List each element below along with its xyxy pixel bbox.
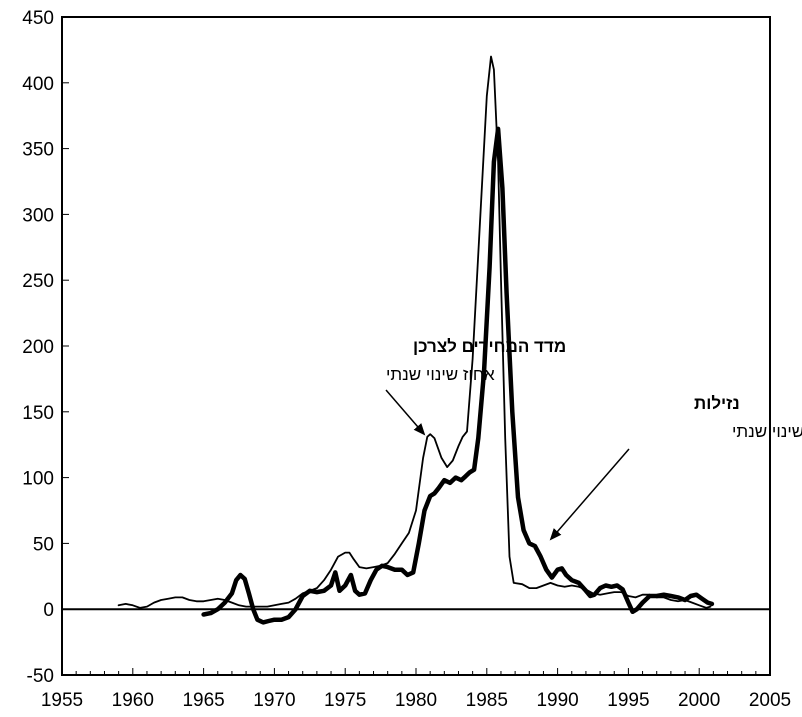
x-tick-label: 2000: [678, 690, 720, 711]
y-tick-label: 200: [22, 337, 54, 358]
x-tick-label: 1995: [607, 690, 649, 711]
y-tick-label: 450: [22, 8, 54, 29]
x-tick-label: 1990: [536, 690, 578, 711]
x-tick-label: 2005: [749, 690, 791, 711]
y-tick-label: 150: [22, 403, 54, 424]
annotation-cpi-arrow: [385, 389, 426, 436]
y-tick-label: -50: [27, 666, 54, 687]
y-tick-label: 400: [22, 74, 54, 95]
annotation-liquidity: נזילות אחוז שינוי שנתי: [549, 394, 802, 541]
annotation-cpi: מדד המחירים לצרכן אחוז שינוי שנתי: [385, 337, 566, 436]
x-tick-label: 1970: [253, 690, 295, 711]
y-tick-label: 0: [43, 600, 54, 621]
annotation-cpi-title: מדד המחירים לצרכן: [413, 337, 566, 356]
y-tick-label: 50: [33, 534, 54, 555]
annotation-liquidity-title: נזילות: [694, 394, 740, 413]
x-tick-label: 1985: [466, 690, 508, 711]
y-tick-label: 100: [22, 469, 54, 490]
series-line-liquidity: [201, 126, 715, 625]
annotation-cpi-subtitle: אחוז שינוי שנתי: [386, 365, 495, 384]
x-tick-label: 1965: [182, 690, 224, 711]
x-axis: 1955 1960 1965 1970 1975 1980 1985 1990 1995 2000…: [41, 668, 791, 711]
series-line-cpi: [117, 55, 712, 609]
y-tick-label: 300: [22, 205, 54, 226]
y-axis: -50 0 50 100 150 200 250 300 350 400 450: [22, 8, 69, 687]
series-layer: [117, 55, 715, 625]
x-tick-label: 1980: [395, 690, 437, 711]
x-tick-label: 1960: [112, 690, 154, 711]
y-tick-label: 350: [22, 140, 54, 161]
y-tick-label: 250: [22, 271, 54, 292]
annotation-liquidity-arrow: [549, 448, 630, 541]
annotation-liquidity-subtitle: אחוז שינוי שנתי: [732, 422, 802, 441]
x-tick-label: 1955: [41, 690, 83, 711]
x-tick-label: 1975: [324, 690, 366, 711]
